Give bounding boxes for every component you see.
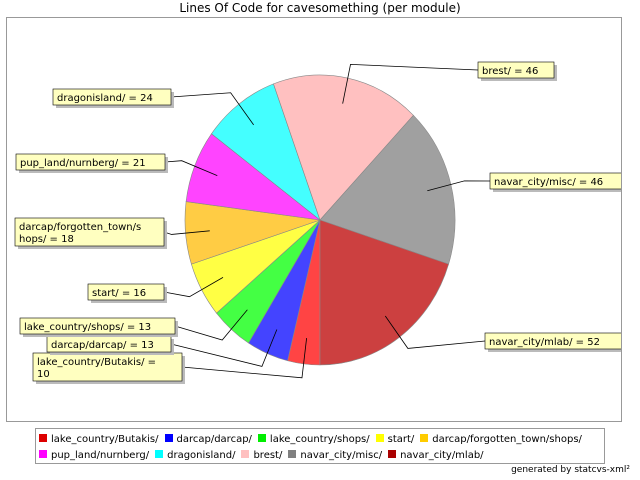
slice-label-text: navar_city/mlab/ = 52 xyxy=(489,337,600,348)
legend-swatch xyxy=(241,450,250,458)
slice-label-text: lake_country/shops/ = 13 xyxy=(24,322,151,333)
label-leader-line xyxy=(164,160,218,177)
chart-title: Lines Of Code for cavesomething (per mod… xyxy=(179,1,461,15)
legend-label: navar_city/misc/ xyxy=(300,450,383,461)
legend-swatch xyxy=(164,434,173,442)
slice-label-box xyxy=(15,153,166,171)
label-leader-line xyxy=(174,309,248,341)
legend-item: pup_land/nurnberg/ xyxy=(39,448,149,464)
legend-swatch xyxy=(420,434,429,442)
slice-label-text: pup_land/nurnberg/ = 21 xyxy=(20,158,146,169)
legend-label: lake_country/shops/ xyxy=(269,434,370,445)
legend-swatch xyxy=(288,450,297,458)
legend-item: lake_country/Butakis/ xyxy=(39,432,159,448)
legend-label: darcap/forgotten_town/shops/ xyxy=(432,434,582,445)
slice-label-box xyxy=(52,88,172,106)
slice-label-box xyxy=(19,317,176,335)
legend-swatch xyxy=(39,434,47,442)
label-leader-line xyxy=(170,329,278,367)
legend-item: navar_city/misc/ xyxy=(288,448,382,464)
legend-item: start/ xyxy=(375,432,415,448)
label-leader-line xyxy=(427,180,491,192)
slice-label-text: dragonisland/ = 24 xyxy=(57,93,153,104)
slice-label-text: darcap/forgotten_town/s xyxy=(19,222,141,233)
legend-swatch xyxy=(388,450,397,458)
plot-area: lake_country/Butakis/ = 10 darcap/darcap/ … xyxy=(6,17,622,422)
slice-label-box xyxy=(484,332,621,350)
slice-label-text: brest/ = 46 xyxy=(482,66,538,77)
slice-label-box xyxy=(32,352,183,382)
legend-item: navar_city/mlab/ xyxy=(388,448,484,464)
legend-item: darcap/forgotten_town/shops/ xyxy=(420,432,582,448)
slice-label-box xyxy=(477,61,555,79)
slice-label-text: hops/ = 18 xyxy=(19,234,74,245)
legend-label: lake_country/Butakis/ xyxy=(51,434,159,445)
legend-label: darcap/darcap/ xyxy=(176,434,252,445)
slice-label-box xyxy=(489,172,621,190)
label-leader-line xyxy=(163,277,224,298)
footer-text: generated by statcvs-xml² xyxy=(511,465,630,475)
legend-label: dragonisland/ xyxy=(167,450,236,461)
label-leader-line xyxy=(170,92,254,126)
legend: lake_country/Butakis/darcap/darcap/lake_… xyxy=(35,428,605,464)
legend-item: dragonisland/ xyxy=(155,448,235,464)
legend-label: start/ xyxy=(387,434,415,445)
legend-label: navar_city/mlab/ xyxy=(400,450,484,461)
slice-label-text: navar_city/misc/ = 46 xyxy=(494,177,603,188)
legend-swatch xyxy=(257,434,266,442)
slice-label-text: 10 xyxy=(37,369,50,380)
legend-item: darcap/darcap/ xyxy=(164,432,252,448)
legend-swatch xyxy=(39,450,47,458)
legend-swatch xyxy=(375,434,384,442)
legend-item: lake_country/shops/ xyxy=(257,432,370,448)
slice-label-text: lake_country/Butakis/ = xyxy=(37,357,156,368)
label-leader-line xyxy=(181,337,308,379)
label-leader-line xyxy=(342,63,479,104)
legend-item: brest/ xyxy=(241,448,282,464)
label-leader-line xyxy=(384,315,486,349)
legend-label: pup_land/nurnberg/ xyxy=(51,450,150,461)
slice-label-text: darcap/darcap/ = 13 xyxy=(51,340,154,351)
slice-label-box xyxy=(87,283,165,301)
legend-label: brest/ xyxy=(253,450,283,461)
pie-chart: lake_country/Butakis/ =10 darcap/darcap/ … xyxy=(14,61,621,384)
legend-swatch xyxy=(155,450,164,458)
slice-label-box xyxy=(14,217,165,247)
slice-label-text: start/ = 16 xyxy=(92,288,146,299)
